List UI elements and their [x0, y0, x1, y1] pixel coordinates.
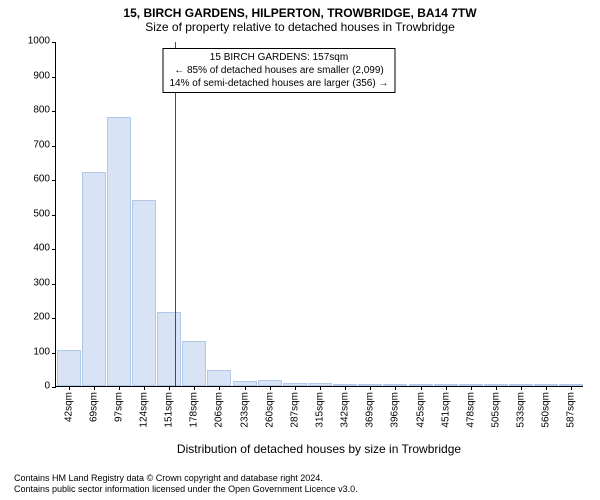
xtick-mark	[169, 386, 170, 390]
xtick-mark	[119, 386, 120, 390]
xtick-mark	[395, 386, 396, 390]
ytick-mark	[52, 42, 56, 43]
xtick-mark	[370, 386, 371, 390]
histogram-bar	[207, 370, 231, 386]
xtick-mark	[245, 386, 246, 390]
ytick-mark	[52, 284, 56, 285]
xtick-mark	[546, 386, 547, 390]
histogram-bar	[82, 172, 106, 386]
xtick-label: 206sqm	[214, 392, 225, 428]
xtick-label: 533sqm	[516, 392, 527, 428]
ytick-label: 600	[33, 174, 50, 185]
page-subtitle: Size of property relative to detached ho…	[0, 20, 600, 34]
annotation-line: ← 85% of detached houses are smaller (2,…	[169, 64, 388, 77]
xtick-label: 425sqm	[415, 392, 426, 428]
page-title: 15, BIRCH GARDENS, HILPERTON, TROWBRIDGE…	[0, 0, 600, 20]
attribution-line1: Contains HM Land Registry data © Crown c…	[14, 473, 358, 485]
ytick-mark	[52, 180, 56, 181]
xtick-label: 178sqm	[189, 392, 200, 428]
ytick-label: 1000	[28, 36, 50, 47]
xtick-label: 42sqm	[63, 392, 74, 422]
xtick-mark	[144, 386, 145, 390]
histogram-bar	[157, 312, 181, 386]
xtick-mark	[219, 386, 220, 390]
ytick-label: 900	[33, 70, 50, 81]
ytick-label: 700	[33, 139, 50, 150]
xtick-mark	[194, 386, 195, 390]
xtick-mark	[521, 386, 522, 390]
ytick-mark	[52, 318, 56, 319]
xtick-mark	[446, 386, 447, 390]
ytick-label: 200	[33, 312, 50, 323]
xtick-label: 587sqm	[566, 392, 577, 428]
annotation-line: 15 BIRCH GARDENS: 157sqm	[169, 51, 388, 64]
xtick-label: 342sqm	[340, 392, 351, 428]
xtick-label: 478sqm	[465, 392, 476, 428]
ytick-label: 400	[33, 243, 50, 254]
xtick-mark	[295, 386, 296, 390]
annotation-box: 15 BIRCH GARDENS: 157sqm← 85% of detache…	[162, 48, 395, 93]
xtick-label: 315sqm	[315, 392, 326, 428]
xtick-mark	[320, 386, 321, 390]
xtick-label: 560sqm	[541, 392, 552, 428]
ytick-mark	[52, 387, 56, 388]
ytick-mark	[52, 249, 56, 250]
ytick-label: 0	[44, 381, 50, 392]
ytick-label: 100	[33, 346, 50, 357]
ytick-mark	[52, 215, 56, 216]
xtick-mark	[69, 386, 70, 390]
xtick-label: 69sqm	[88, 392, 99, 422]
xtick-label: 396sqm	[390, 392, 401, 428]
xtick-label: 505sqm	[491, 392, 502, 428]
xtick-mark	[345, 386, 346, 390]
histogram-bar	[132, 200, 156, 386]
reference-line	[175, 42, 176, 386]
histogram-bar	[182, 341, 206, 386]
chart-container: 15, BIRCH GARDENS, HILPERTON, TROWBRIDGE…	[0, 0, 600, 500]
xtick-label: 260sqm	[264, 392, 275, 428]
xtick-label: 287sqm	[289, 392, 300, 428]
ytick-mark	[52, 353, 56, 354]
xtick-mark	[94, 386, 95, 390]
histogram-plot: 0100200300400500600700800900100042sqm69s…	[55, 42, 583, 387]
xtick-mark	[571, 386, 572, 390]
annotation-line: 14% of semi-detached houses are larger (…	[169, 77, 388, 90]
xtick-mark	[471, 386, 472, 390]
xtick-label: 233sqm	[239, 392, 250, 428]
xtick-mark	[496, 386, 497, 390]
ytick-label: 300	[33, 277, 50, 288]
ytick-label: 500	[33, 208, 50, 219]
x-axis-label: Distribution of detached houses by size …	[177, 442, 461, 456]
ytick-label: 800	[33, 105, 50, 116]
xtick-label: 451sqm	[440, 392, 451, 428]
ytick-mark	[52, 111, 56, 112]
histogram-bar	[107, 117, 131, 386]
ytick-mark	[52, 77, 56, 78]
attribution-text: Contains HM Land Registry data © Crown c…	[14, 473, 358, 496]
xtick-label: 124sqm	[139, 392, 150, 428]
attribution-line2: Contains public sector information licen…	[14, 484, 358, 496]
xtick-mark	[270, 386, 271, 390]
xtick-label: 369sqm	[365, 392, 376, 428]
xtick-label: 97sqm	[113, 392, 124, 422]
histogram-bar	[57, 350, 81, 386]
xtick-label: 151sqm	[164, 392, 175, 428]
xtick-mark	[421, 386, 422, 390]
ytick-mark	[52, 146, 56, 147]
